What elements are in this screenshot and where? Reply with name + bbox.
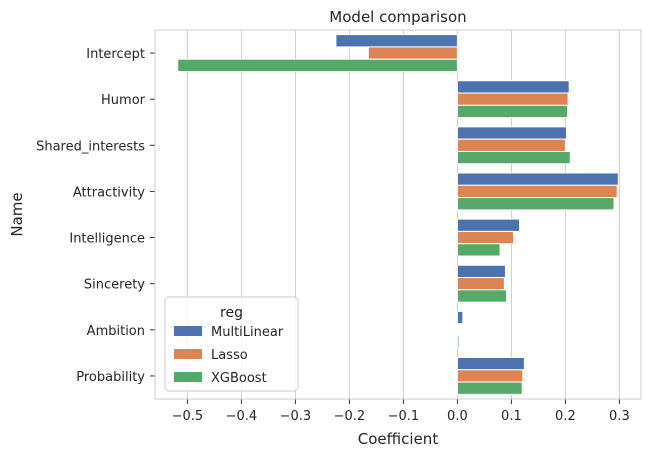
bar-multilinear-intelligence bbox=[456, 218, 520, 232]
bars bbox=[177, 34, 619, 395]
bar-multilinear-humor bbox=[456, 80, 570, 94]
bar-lasso-ambition bbox=[456, 323, 459, 337]
legend-swatch-multilinear bbox=[174, 326, 202, 336]
plot-frame bbox=[154, 29, 642, 400]
x-tick-label: 0.3 bbox=[609, 409, 630, 424]
bar-lasso-intelligence bbox=[456, 230, 515, 245]
legend-label-xgboost: XGBoost bbox=[211, 371, 267, 386]
legend-label-multilinear: MultiLinear bbox=[211, 325, 284, 340]
x-tick-label: −0.3 bbox=[280, 409, 312, 424]
y-axis-title: Name bbox=[8, 192, 26, 236]
legend-swatch-lasso bbox=[174, 349, 202, 359]
legend: reg MultiLinear Lasso XGBoost bbox=[164, 296, 299, 392]
category-label: Ambition bbox=[87, 324, 145, 339]
bar-xgboost-attractivity bbox=[456, 197, 615, 211]
y-axis-categories: Intercept Humor Shared_interests Attractivi… bbox=[36, 47, 155, 385]
x-axis-ticks: −0.5 −0.4 −0.3 −0.2 −0.1 0.0 0.1 0.2 0.3 bbox=[172, 399, 630, 424]
bar-lasso-intercept bbox=[367, 46, 458, 60]
category-label: Humor bbox=[101, 93, 146, 108]
legend-swatch-xgboost bbox=[174, 372, 202, 382]
bar-multilinear-probability bbox=[456, 356, 525, 371]
bar-multilinear-sincerety bbox=[456, 264, 506, 279]
bar-multilinear-attractivity bbox=[456, 172, 619, 186]
bar-xgboost-sincerety bbox=[456, 289, 508, 303]
bar-xgboost-humor bbox=[456, 104, 569, 119]
legend-label-lasso: Lasso bbox=[211, 348, 248, 363]
bar-lasso-shared_interests bbox=[456, 138, 566, 152]
bar-xgboost-intelligence bbox=[456, 243, 501, 257]
x-tick-label: −0.4 bbox=[226, 409, 258, 424]
category-label: Shared_interests bbox=[36, 139, 145, 154]
bar-lasso-attractivity bbox=[456, 184, 618, 199]
chart-title: Model comparison bbox=[329, 8, 466, 26]
bar-multilinear-ambition bbox=[456, 310, 464, 325]
bar-xgboost-intercept bbox=[177, 58, 458, 73]
x-tick-label: −0.1 bbox=[388, 409, 420, 424]
x-axis-title: Coefficient bbox=[358, 430, 439, 448]
bar-multilinear-shared_interests bbox=[456, 126, 567, 140]
bar-lasso-humor bbox=[456, 92, 569, 106]
category-label: Sincerety bbox=[84, 278, 145, 293]
category-label: Intercept bbox=[86, 47, 145, 62]
x-tick-label: 0.2 bbox=[555, 409, 576, 424]
category-label: Attractivity bbox=[73, 185, 145, 200]
bar-lasso-sincerety bbox=[456, 277, 505, 291]
category-label: Intelligence bbox=[69, 232, 145, 247]
x-tick-label: −0.5 bbox=[172, 409, 204, 424]
bar-xgboost-probability bbox=[456, 381, 523, 395]
bar-xgboost-shared_interests bbox=[456, 150, 571, 165]
legend-title: reg bbox=[220, 305, 243, 321]
x-tick-label: 0.1 bbox=[501, 409, 522, 424]
category-label: Probability bbox=[76, 370, 145, 385]
bar-xgboost-ambition bbox=[456, 335, 460, 349]
legend-box bbox=[164, 296, 299, 392]
bar-lasso-probability bbox=[456, 369, 524, 383]
x-tick-label: −0.2 bbox=[334, 409, 366, 424]
x-tick-label: 0.0 bbox=[447, 409, 468, 424]
bar-multilinear-intercept bbox=[335, 34, 458, 48]
